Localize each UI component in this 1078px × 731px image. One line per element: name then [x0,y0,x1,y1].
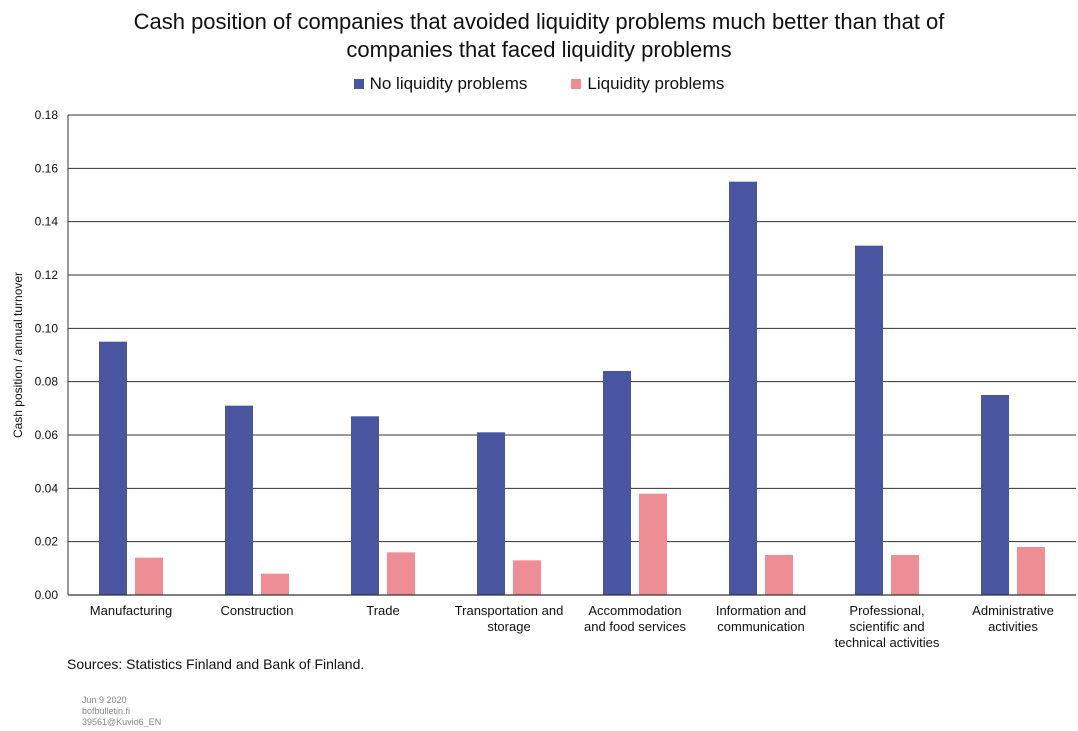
x-tick-label-5-1: communication [717,619,804,634]
bar-no-liquidity-problems-1 [225,405,253,595]
bar-liquidity-problems-2 [387,552,415,595]
x-tick-label-7-0: Administrative [972,603,1054,618]
x-tick-label-1-0: Construction [221,603,294,618]
footer-site: bofbulletin.fi [82,706,131,716]
bar-liquidity-problems-5 [765,555,793,595]
legend: No liquidity problems Liquidity problems [0,74,1078,94]
footer: Jun 9 2020 bofbulletin.fi 39561@Kuvio6_E… [82,695,161,728]
chart-title-line-2: companies that faced liquidity problems [346,37,732,62]
bar-liquidity-problems-3 [513,560,541,595]
x-tick-label-6-1: scientific and [849,619,924,634]
y-tick-label-1: 0.02 [35,535,59,549]
legend-item-no-liquidity-problems: No liquidity problems [353,74,528,94]
bar-liquidity-problems-0 [135,557,163,595]
legend-label-no-liquidity-problems: No liquidity problems [369,74,528,93]
y-tick-label-0: 0.00 [35,588,59,602]
bar-no-liquidity-problems-7 [981,395,1009,595]
legend-swatch-no-liquidity-problems [353,79,364,89]
x-tick-label-0-0: Manufacturing [90,603,172,618]
legend-swatch-liquidity-problems [571,79,582,89]
x-tick-label-4-1: and food services [584,619,686,634]
bar-liquidity-problems-4 [639,493,667,595]
bar-no-liquidity-problems-4 [603,371,631,595]
chart-title-line-1: Cash position of companies that avoided … [133,9,945,34]
x-tick-label-6-2: technical activities [835,635,940,650]
y-tick-label-9: 0.18 [35,108,59,122]
bar-liquidity-problems-6 [891,555,919,595]
x-tick-label-5-0: Information and [716,603,806,618]
x-tick-label-6-0: Professional, [849,603,924,618]
y-tick-label-8: 0.16 [35,161,59,175]
footer-date: Jun 9 2020 [82,695,127,705]
x-tick-label-3-1: storage [487,619,530,634]
bar-no-liquidity-problems-3 [477,432,505,595]
bar-liquidity-problems-1 [261,573,289,595]
bar-no-liquidity-problems-2 [351,416,379,595]
x-tick-label-2-0: Trade [366,603,399,618]
x-tick-label-3-0: Transportation and [455,603,564,618]
x-tick-label-7-1: activities [988,619,1038,634]
y-tick-label-7: 0.14 [35,215,59,229]
source-note: Sources: Statistics Finland and Bank of … [67,656,365,672]
y-axis-label: Cash position / annual turnover [11,272,25,438]
bar-no-liquidity-problems-5 [729,181,757,595]
footer-id: 39561@Kuvio6_EN [82,717,162,727]
y-tick-label-3: 0.06 [35,428,59,442]
legend-item-liquidity-problems: Liquidity problems [571,74,724,94]
bar-no-liquidity-problems-0 [99,341,127,595]
bar-liquidity-problems-7 [1017,547,1045,595]
y-tick-label-6: 0.12 [35,268,59,282]
y-tick-label-4: 0.08 [35,375,59,389]
x-tick-label-4-0: Accommodation [588,603,681,618]
y-tick-label-5: 0.10 [35,321,59,335]
bar-no-liquidity-problems-6 [855,245,883,595]
legend-label-liquidity-problems: Liquidity problems [587,74,725,93]
y-tick-label-2: 0.04 [35,481,59,495]
